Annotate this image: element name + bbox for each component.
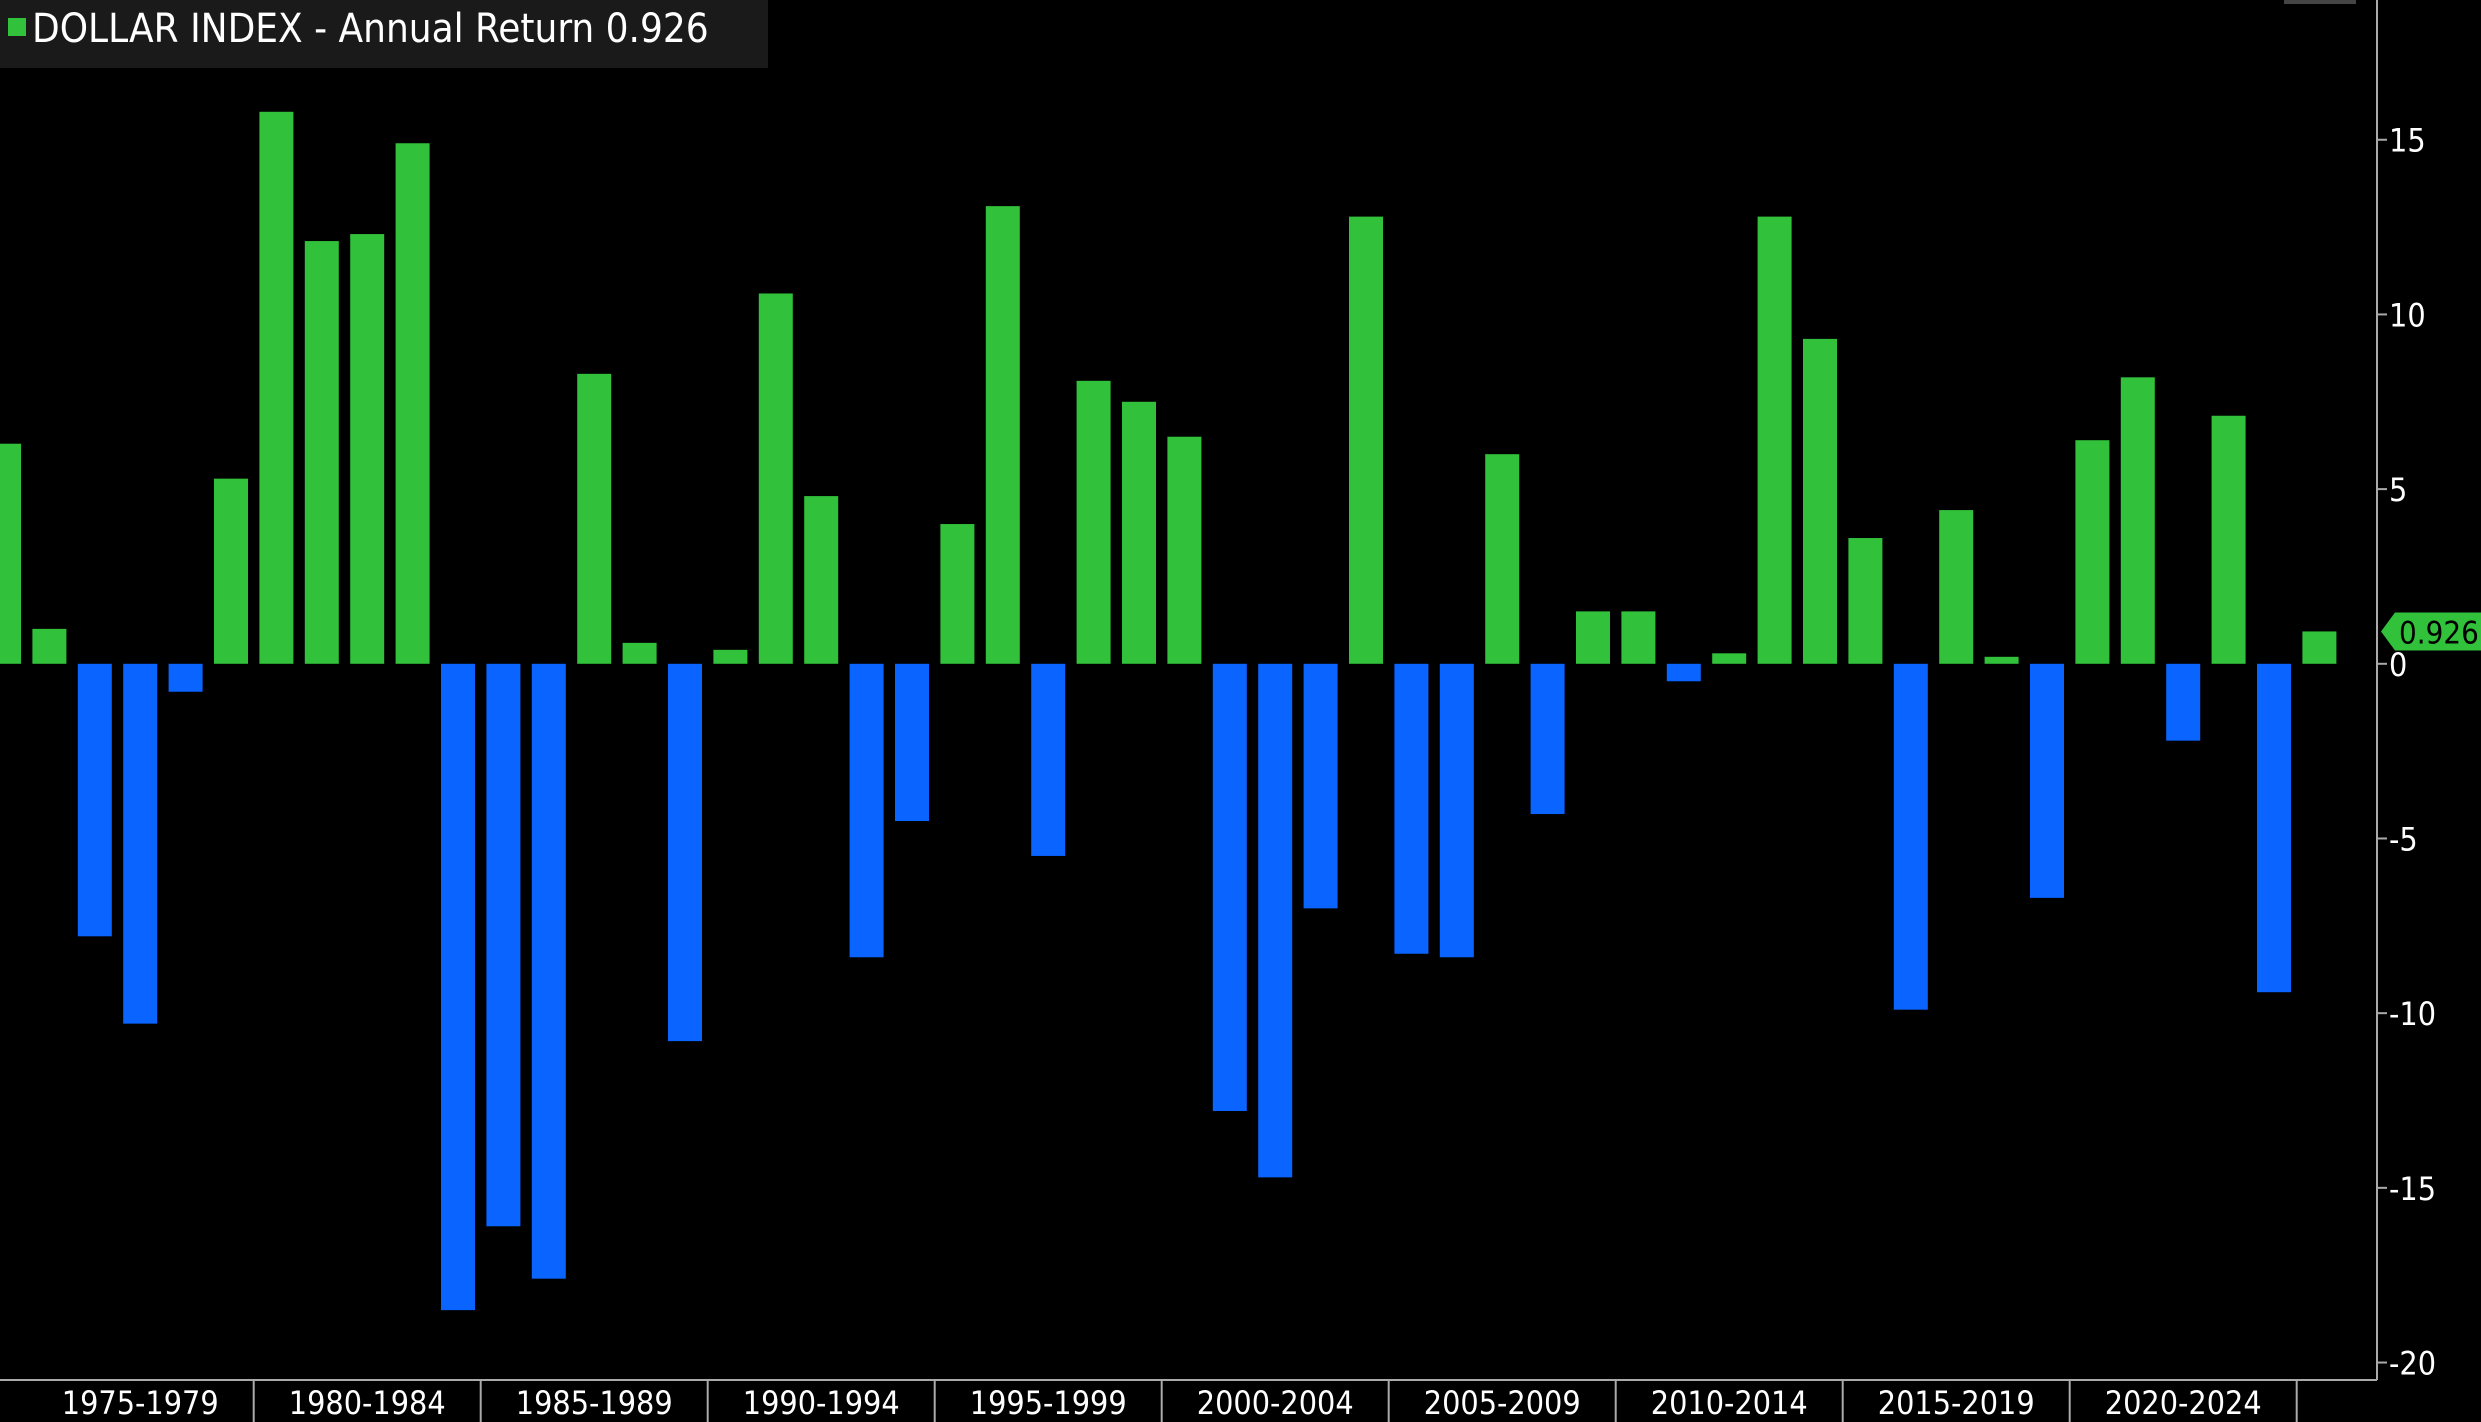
y-tick-label: 15: [2389, 122, 2426, 160]
bar-1994: [895, 663, 929, 822]
bar-1986: [531, 663, 566, 1279]
x-group-label: 1980-1984: [289, 1384, 446, 1422]
bar-2002: [1258, 663, 1293, 1178]
bar-2014: [1803, 338, 1837, 664]
last-value-label: 0.926: [2399, 615, 2479, 651]
y-tick-label: -5: [2389, 820, 2418, 858]
legend-swatch-icon: [8, 18, 26, 36]
bar-1979: [214, 478, 248, 664]
bar-2005: [1394, 663, 1429, 954]
bar-2016: [1893, 663, 1928, 1010]
y-tick-label: 5: [2389, 471, 2407, 509]
bar-2007: [1485, 454, 1520, 664]
bar-1982: [350, 234, 385, 664]
bar-2010: [1621, 611, 1656, 664]
bar-1999: [1122, 401, 1156, 664]
x-group-label: 2000-2004: [1197, 1384, 1354, 1422]
x-group-label: 1990-1994: [743, 1384, 900, 1422]
bar-1984: [441, 663, 475, 1311]
bar-2008: [1530, 663, 1565, 815]
bar-2021: [2120, 377, 2155, 664]
bar-2023: [2211, 415, 2246, 664]
y-axis-ticks: 15 10 5 0 -5 -10 -15 -20: [2377, 122, 2436, 1383]
bar-1976: [77, 663, 112, 937]
bar-1992: [804, 496, 839, 664]
x-group-label: 2015-2019: [1878, 1384, 2035, 1422]
bar-1993: [849, 663, 884, 958]
bar-1985: [486, 663, 521, 1227]
last-value-box: [2381, 612, 2481, 651]
legend-label: DOLLAR INDEX - Annual Return: [32, 6, 595, 52]
bar-2003: [1303, 663, 1338, 909]
bar-1996: [985, 206, 1020, 664]
x-group-label: 1975-1979: [62, 1384, 219, 1422]
x-axis-ticks: 1975-1979 1980-1984 1985-1989 1990-1994 1995…: [62, 1380, 2298, 1422]
bar-2000: [1167, 436, 1202, 664]
y-tick-label: 0: [2389, 646, 2407, 684]
bar-2024: [2257, 663, 2291, 993]
corner-control[interactable]: [2284, 0, 2356, 4]
bar-1983: [395, 143, 430, 664]
bar-2020: [2075, 440, 2110, 664]
legend-last-value: 0.926: [605, 6, 709, 52]
bar-1981: [304, 241, 339, 664]
bar-2012: [1712, 653, 1747, 664]
last-value-marker: 0.926: [2381, 612, 2481, 651]
bar-2001: [1212, 663, 1247, 1111]
x-group-label: 1985-1989: [516, 1384, 673, 1422]
bar-1997: [1031, 663, 1066, 856]
bar-1974: [0, 443, 21, 664]
x-group-label: 2020-2024: [2105, 1384, 2262, 1422]
y-tick-label: -20: [2389, 1345, 2436, 1383]
bar-2025: [2302, 631, 2337, 664]
bar-2013: [1757, 216, 1792, 664]
x-group-label: 1995-1999: [970, 1384, 1127, 1422]
y-tick-label: -15: [2389, 1170, 2436, 1208]
bar-1995: [940, 524, 975, 664]
bar-2017: [1939, 510, 1974, 664]
bar-1989: [668, 663, 702, 1042]
bar-2018: [1984, 656, 2019, 664]
bar-1987: [577, 373, 612, 664]
bar-1977: [123, 663, 158, 1024]
x-group-label: 2010-2014: [1651, 1384, 1808, 1422]
bar-2019: [2030, 663, 2064, 898]
bar-1998: [1076, 380, 1111, 664]
bar-1978: [168, 663, 203, 692]
legend-text: DOLLAR INDEX - Annual Return 0.926: [32, 4, 709, 54]
x-group-label: 2005-2009: [1424, 1384, 1581, 1422]
bar-1988: [622, 642, 657, 664]
bar-2011: [1666, 663, 1701, 682]
bar-1980: [259, 111, 294, 664]
y-tick-label: -10: [2389, 995, 2436, 1033]
bar-2022: [2166, 663, 2201, 741]
bars-group: [0, 111, 2337, 1311]
bar-1975: [32, 628, 67, 664]
bar-2006: [1439, 663, 1474, 958]
y-tick-label: 10: [2389, 296, 2426, 334]
bar-1990: [713, 649, 748, 664]
bar-2004: [1349, 216, 1383, 664]
bar-2009: [1576, 611, 1610, 664]
bar-1991: [758, 293, 793, 664]
legend: DOLLAR INDEX - Annual Return 0.926: [0, 0, 768, 68]
bar-2015: [1848, 538, 1883, 664]
